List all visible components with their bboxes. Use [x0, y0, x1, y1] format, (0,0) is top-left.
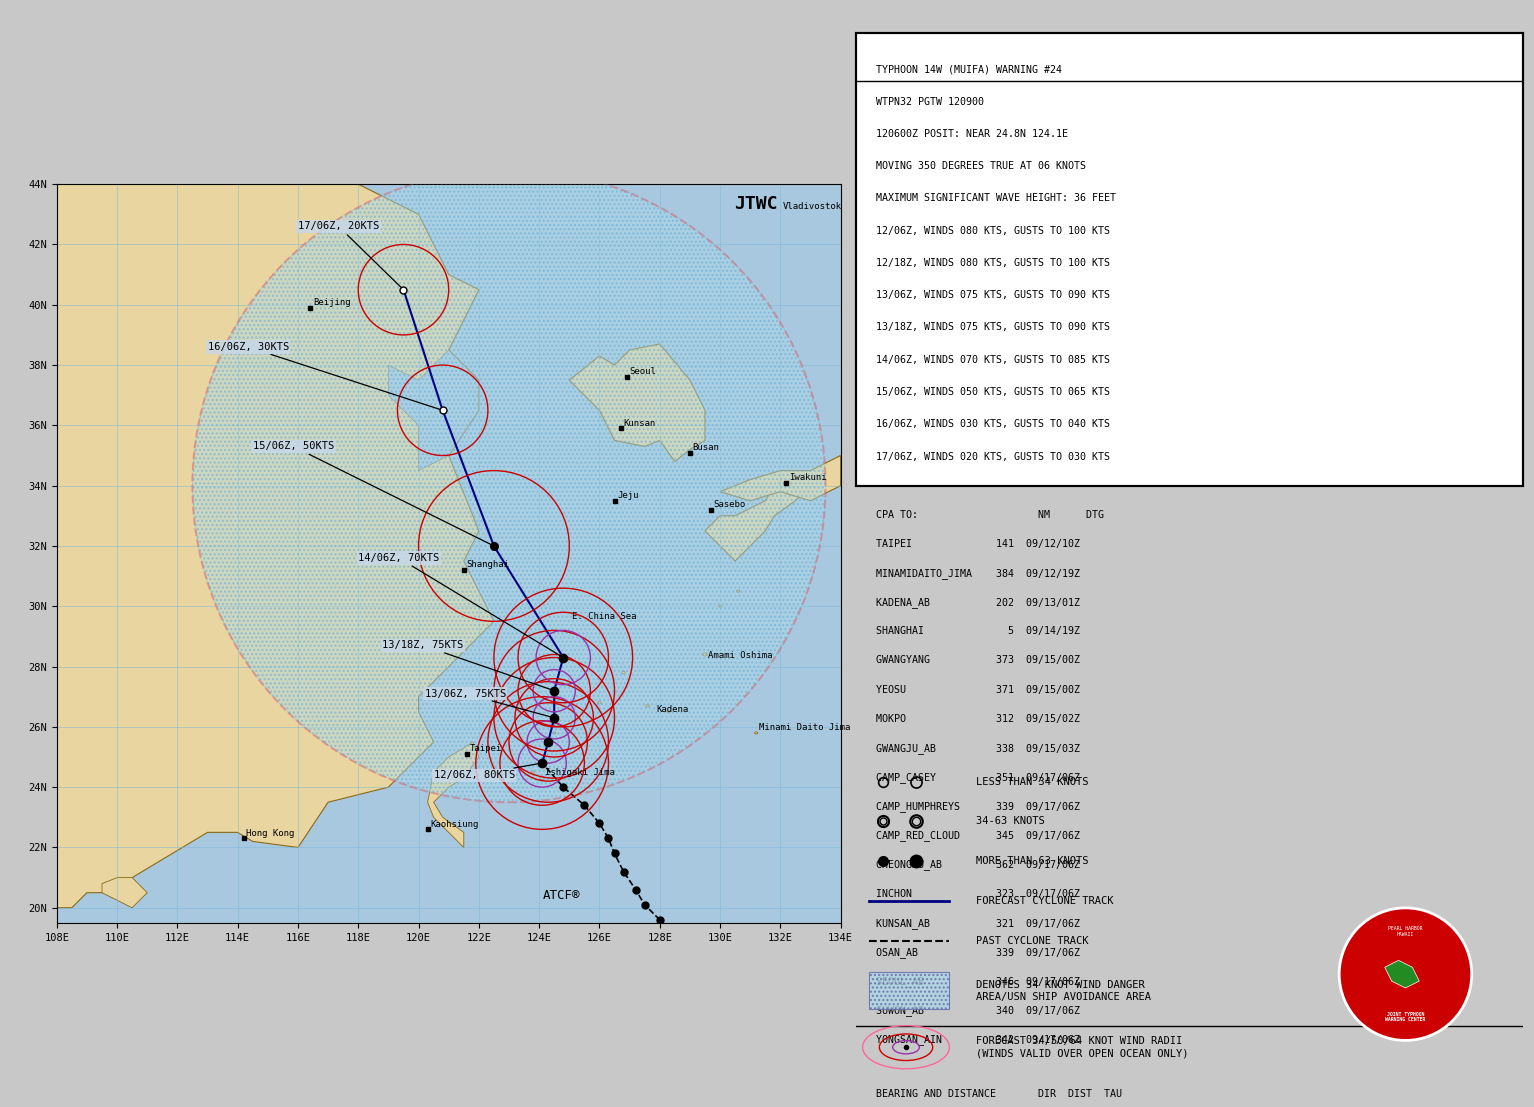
Text: CAMP_HUMPHREYS      339  09/17/06Z: CAMP_HUMPHREYS 339 09/17/06Z	[876, 801, 1080, 813]
Text: Vladivostok: Vladivostok	[784, 201, 842, 210]
Text: Seoul: Seoul	[629, 368, 657, 376]
Text: JTWC: JTWC	[735, 195, 778, 214]
Text: OSAN_AB             339  09/17/06Z: OSAN_AB 339 09/17/06Z	[876, 946, 1080, 958]
Text: E. China Sea: E. China Sea	[572, 611, 637, 621]
Polygon shape	[706, 477, 810, 561]
Text: Busan: Busan	[693, 443, 719, 452]
Text: 16/06Z, WINDS 030 KTS, GUSTS TO 040 KTS: 16/06Z, WINDS 030 KTS, GUSTS TO 040 KTS	[876, 420, 1111, 430]
Text: PAST CYCLONE TRACK: PAST CYCLONE TRACK	[976, 935, 1089, 946]
Text: MOKPO               312  09/15/02Z: MOKPO 312 09/15/02Z	[876, 714, 1080, 724]
Text: TAIPEI              141  09/12/10Z: TAIPEI 141 09/12/10Z	[876, 539, 1080, 549]
Ellipse shape	[552, 732, 555, 734]
Ellipse shape	[736, 590, 739, 592]
Ellipse shape	[667, 711, 670, 713]
Text: 13/06Z, WINDS 075 KTS, GUSTS TO 090 KTS: 13/06Z, WINDS 075 KTS, GUSTS TO 090 KTS	[876, 290, 1111, 300]
Text: 17/06Z, 20KTS: 17/06Z, 20KTS	[298, 221, 402, 288]
Text: CAMP_RED_CLOUD      345  09/17/06Z: CAMP_RED_CLOUD 345 09/17/06Z	[876, 830, 1080, 841]
Text: KADENA_AB           202  09/13/01Z: KADENA_AB 202 09/13/01Z	[876, 597, 1080, 608]
Text: SHANGHAI              5  09/14/19Z: SHANGHAI 5 09/14/19Z	[876, 627, 1080, 637]
Text: 15/06Z, WINDS 050 KTS, GUSTS TO 065 KTS: 15/06Z, WINDS 050 KTS, GUSTS TO 065 KTS	[876, 387, 1111, 397]
Ellipse shape	[532, 770, 535, 773]
Text: LESS THAN 34 KNOTS: LESS THAN 34 KNOTS	[976, 776, 1089, 787]
Text: Hong Kong: Hong Kong	[247, 829, 295, 838]
Text: 14/06Z, WINDS 070 KTS, GUSTS TO 085 KTS: 14/06Z, WINDS 070 KTS, GUSTS TO 085 KTS	[876, 354, 1111, 364]
Text: Amami Oshima: Amami Oshima	[707, 651, 772, 660]
Text: MOVING 350 DEGREES TRUE AT 06 KNOTS: MOVING 350 DEGREES TRUE AT 06 KNOTS	[876, 162, 1086, 172]
Text: Taipei: Taipei	[469, 744, 502, 753]
Ellipse shape	[598, 702, 601, 704]
Polygon shape	[388, 350, 479, 470]
Text: 12/18Z, WINDS 080 KTS, GUSTS TO 100 KTS: 12/18Z, WINDS 080 KTS, GUSTS TO 100 KTS	[876, 258, 1111, 268]
Text: KUNSAN_AB           321  09/17/06Z: KUNSAN_AB 321 09/17/06Z	[876, 918, 1080, 929]
Text: WTPN32 PGTW 120900: WTPN32 PGTW 120900	[876, 96, 983, 106]
Text: 14/06Z, 70KTS: 14/06Z, 70KTS	[359, 554, 561, 656]
Ellipse shape	[621, 671, 626, 674]
Text: 12/06Z, WINDS 080 KTS, GUSTS TO 100 KTS: 12/06Z, WINDS 080 KTS, GUSTS TO 100 KTS	[876, 226, 1111, 236]
Text: ATCF®: ATCF®	[543, 889, 580, 902]
Text: CHEONGJU_AB         362  09/17/06Z: CHEONGJU_AB 362 09/17/06Z	[876, 859, 1080, 870]
Circle shape	[192, 169, 825, 803]
Text: Shanghai: Shanghai	[466, 560, 509, 569]
Text: YONGSAN_AIN         342  09/17/06Z: YONGSAN_AIN 342 09/17/06Z	[876, 1034, 1080, 1045]
Text: 17/06Z, WINDS 020 KTS, GUSTS TO 030 KTS: 17/06Z, WINDS 020 KTS, GUSTS TO 030 KTS	[876, 452, 1111, 462]
Text: CAMP_CASEY          351  09/17/06Z: CAMP_CASEY 351 09/17/06Z	[876, 772, 1080, 783]
Ellipse shape	[755, 732, 758, 734]
Polygon shape	[1385, 961, 1419, 987]
Ellipse shape	[540, 777, 545, 779]
Text: 13/06Z, 75KTS: 13/06Z, 75KTS	[425, 689, 552, 717]
Text: JOINT TYPHOON
WARNING CENTER: JOINT TYPHOON WARNING CENTER	[1385, 1012, 1425, 1023]
Text: Kaohsiung: Kaohsiung	[431, 819, 479, 828]
Text: CPA TO:                    NM      DTG: CPA TO: NM DTG	[876, 510, 1104, 520]
Text: Sasebo: Sasebo	[713, 500, 746, 509]
Ellipse shape	[646, 704, 649, 707]
Text: TYPHOON 14W (MUIFA) WARNING #24: TYPHOON 14W (MUIFA) WARNING #24	[876, 64, 1062, 74]
Text: 120600Z POSIT: NEAR 24.8N 124.1E: 120600Z POSIT: NEAR 24.8N 124.1E	[876, 128, 1068, 139]
Text: 13/18Z, 75KTS: 13/18Z, 75KTS	[382, 641, 552, 690]
Ellipse shape	[577, 716, 580, 718]
Polygon shape	[428, 742, 479, 848]
Text: 34-63 KNOTS: 34-63 KNOTS	[976, 816, 1045, 827]
Bar	[856, 33, 1523, 486]
Text: GWANGYANG           373  09/15/00Z: GWANGYANG 373 09/15/00Z	[876, 655, 1080, 665]
Text: Ishigaki Jima: Ishigaki Jima	[545, 768, 615, 777]
Text: FORECAST 34/50/64 KNOT WIND RADII
(WINDS VALID OVER OPEN OCEAN ONLY): FORECAST 34/50/64 KNOT WIND RADII (WINDS…	[976, 1036, 1189, 1058]
Bar	[856, 33, 1523, 486]
Bar	[870, 972, 950, 1010]
Text: Jeju: Jeju	[617, 492, 638, 500]
Ellipse shape	[703, 653, 707, 656]
Text: Kunsan: Kunsan	[623, 418, 655, 427]
Text: Minami Daito Jima: Minami Daito Jima	[759, 723, 850, 732]
Text: 13/18Z, WINDS 075 KTS, GUSTS TO 090 KTS: 13/18Z, WINDS 075 KTS, GUSTS TO 090 KTS	[876, 322, 1111, 332]
Text: MAXIMUM SIGNIFICANT WAVE HEIGHT: 36 FEET: MAXIMUM SIGNIFICANT WAVE HEIGHT: 36 FEET	[876, 194, 1117, 204]
Polygon shape	[569, 344, 706, 462]
Ellipse shape	[718, 606, 721, 608]
Polygon shape	[101, 878, 147, 908]
Text: 12/06Z, 80KTS: 12/06Z, 80KTS	[434, 764, 540, 780]
Text: INCHON              323  09/17/06Z: INCHON 323 09/17/06Z	[876, 889, 1080, 899]
Text: Iwakuni: Iwakuni	[788, 473, 827, 482]
Text: 16/06Z, 30KTS: 16/06Z, 30KTS	[207, 342, 440, 410]
Text: SEOUL_AB            346  09/17/06Z: SEOUL_AB 346 09/17/06Z	[876, 976, 1080, 986]
Text: Kadena: Kadena	[657, 705, 689, 714]
Text: MINAMIDAITO_JIMA    384  09/12/19Z: MINAMIDAITO_JIMA 384 09/12/19Z	[876, 568, 1080, 579]
Circle shape	[1339, 908, 1471, 1041]
Text: PEARL HARBOR
HAWAII: PEARL HARBOR HAWAII	[1388, 925, 1422, 937]
Text: Beijing: Beijing	[313, 298, 350, 307]
Text: DENOTES 34 KNOT WIND DANGER
AREA/USN SHIP AVOIDANCE AREA: DENOTES 34 KNOT WIND DANGER AREA/USN SHI…	[976, 980, 1150, 1002]
Text: YEOSU               371  09/15/00Z: YEOSU 371 09/15/00Z	[876, 684, 1080, 694]
Polygon shape	[57, 184, 494, 908]
Text: SUWON_AB            340  09/17/06Z: SUWON_AB 340 09/17/06Z	[876, 1005, 1080, 1016]
Text: FORECAST CYCLONE TRACK: FORECAST CYCLONE TRACK	[976, 896, 1114, 907]
Text: GWANGJU_AB          338  09/15/03Z: GWANGJU_AB 338 09/15/03Z	[876, 743, 1080, 754]
Text: 15/06Z, 50KTS: 15/06Z, 50KTS	[253, 442, 491, 545]
Text: BEARING AND DISTANCE       DIR  DIST  TAU: BEARING AND DISTANCE DIR DIST TAU	[876, 1089, 1121, 1099]
Polygon shape	[719, 455, 841, 500]
Text: MORE THAN 63 KNOTS: MORE THAN 63 KNOTS	[976, 856, 1089, 867]
